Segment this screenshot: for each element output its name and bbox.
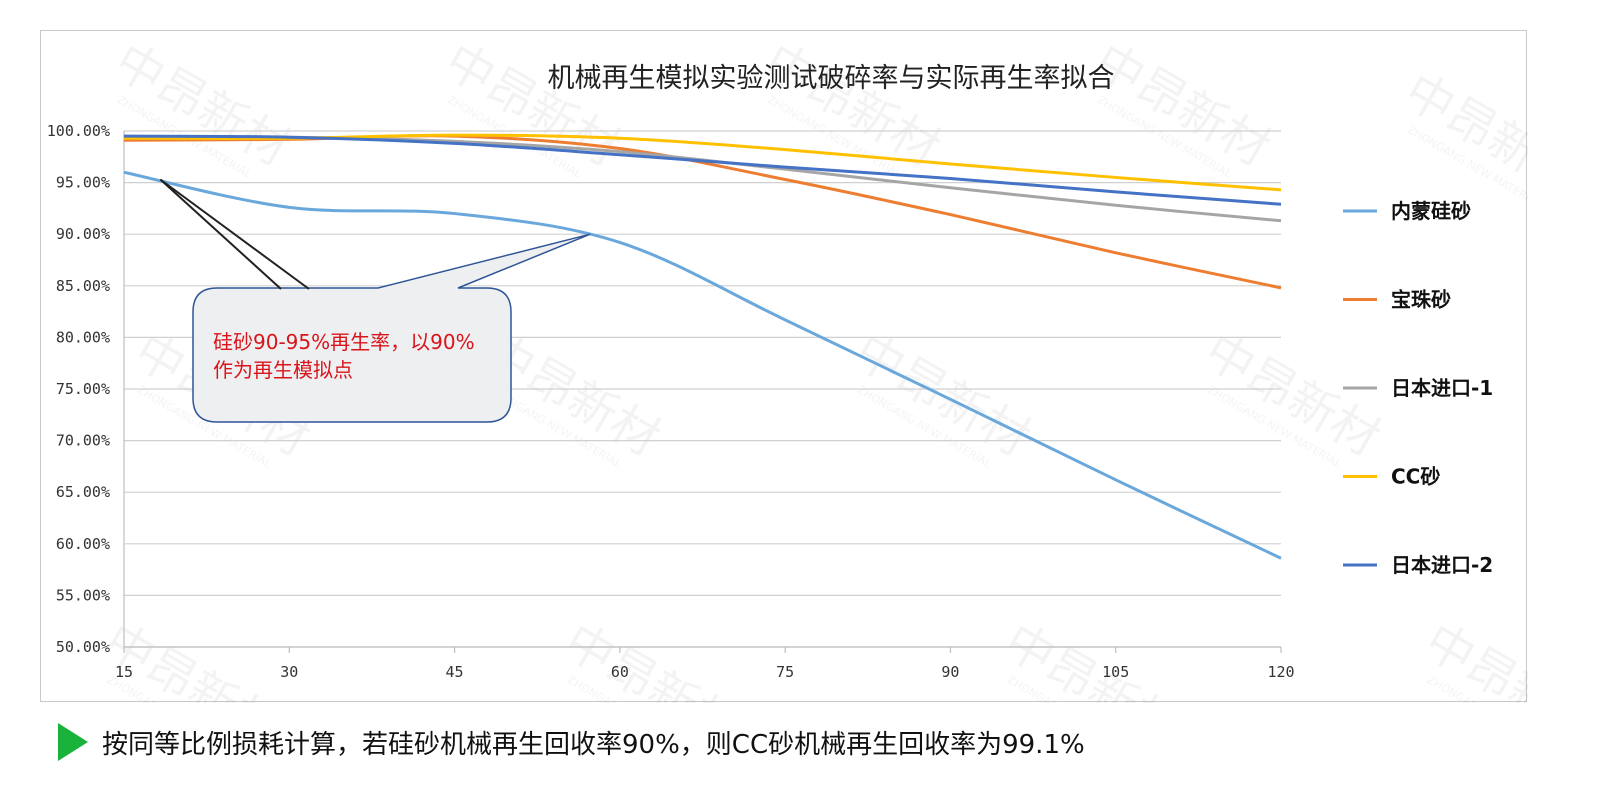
play-arrow-icon <box>58 723 88 761</box>
callout-text-line-1: 硅砂90-95%再生率，以90% <box>213 330 475 354</box>
callout-pointer-line <box>159 178 310 290</box>
legend-label: 宝珠砂 <box>1391 288 1451 312</box>
y-tick-label: 95.00% <box>56 174 110 192</box>
x-tick-label: 120 <box>1267 663 1294 681</box>
footnote-text: 按同等比例损耗计算，若硅砂机械再生回收率90%，则CC砂机械再生回收率为99.1… <box>102 729 1085 760</box>
legend-label: CC砂 <box>1391 465 1440 489</box>
footnote: 按同等比例损耗计算，若硅砂机械再生回收率90%，则CC砂机械再生回收率为99.1… <box>58 722 1085 762</box>
callout-pointer-line <box>159 178 282 290</box>
y-tick-label: 65.00% <box>56 483 110 501</box>
callout-bubble <box>192 233 591 423</box>
axes: 50.00% 55.00% 60.00% 65.00% 70.00% 75.00% 80.0… <box>47 122 1295 681</box>
y-tick-label: 80.00% <box>56 328 110 346</box>
y-tick-label: 50.00% <box>56 638 110 656</box>
series-lines <box>123 133 1282 560</box>
x-tick-label: 45 <box>446 663 464 681</box>
legend-label: 日本进口-1 <box>1391 376 1493 400</box>
chart-frame: 中昂新材ZHONGANG NEW MATERIAL中昂新材ZHONGANG NE… <box>40 30 1528 703</box>
chart-title: 机械再生模拟实验测试破碎率与实际再生率拟合 <box>548 63 1115 94</box>
y-tick-label: 70.00% <box>56 432 110 450</box>
x-tick-label: 75 <box>776 663 794 681</box>
legend-label: 日本进口-2 <box>1391 553 1493 577</box>
y-tick-label: 60.00% <box>56 535 110 553</box>
y-tick-label: 85.00% <box>56 277 110 295</box>
x-tick-label: 15 <box>115 663 133 681</box>
y-tick-label: 55.00% <box>56 586 110 604</box>
watermark-text: 中昂新材 <box>1415 613 1528 703</box>
y-tick-label: 100.00% <box>47 122 110 140</box>
series-line-1 <box>123 170 1282 560</box>
y-tick-label: 90.00% <box>56 225 110 243</box>
callout: 硅砂90-95%再生率，以90% 作为再生模拟点 <box>159 178 591 423</box>
line-chart: 中昂新材ZHONGANG NEW MATERIAL中昂新材ZHONGANG NE… <box>47 33 1528 703</box>
x-tick-label: 30 <box>280 663 298 681</box>
x-tick-label: 90 <box>941 663 959 681</box>
x-tick-label: 105 <box>1102 663 1129 681</box>
x-tick-label: 60 <box>611 663 629 681</box>
legend-label: 内蒙硅砂 <box>1391 199 1471 223</box>
y-tick-label: 75.00% <box>56 380 110 398</box>
callout-text-line-2: 作为再生模拟点 <box>213 358 353 382</box>
series-line-5 <box>123 134 1282 206</box>
